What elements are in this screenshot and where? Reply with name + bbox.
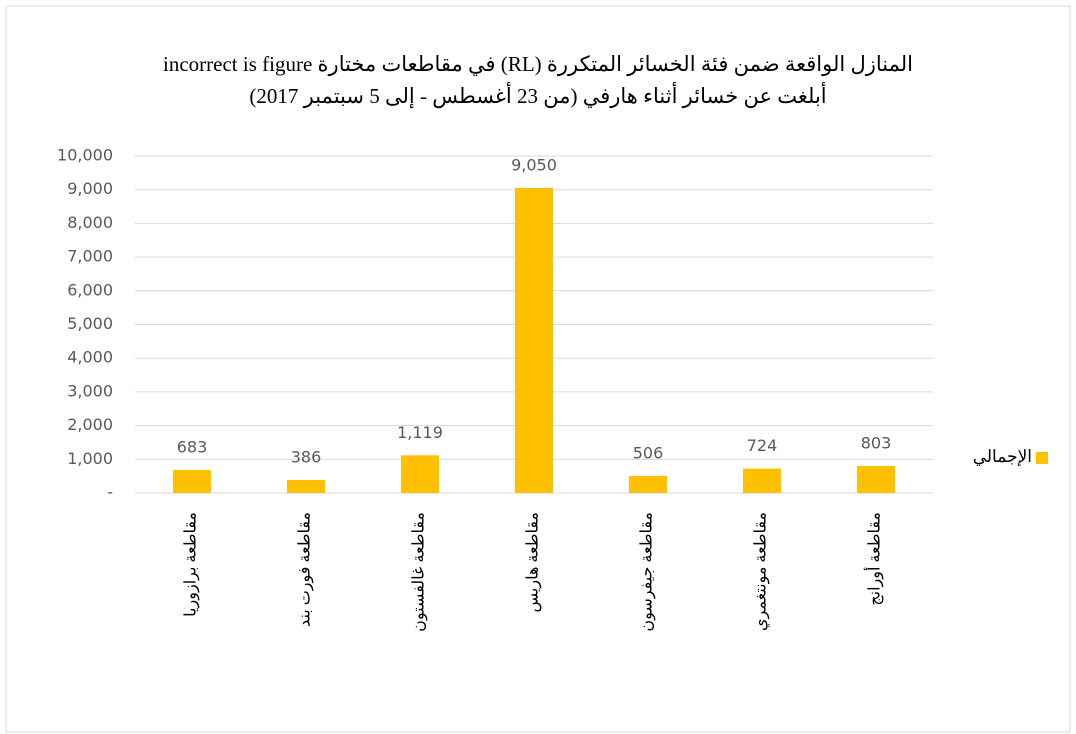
bar xyxy=(743,468,781,493)
chart-title: المنازل الواقعة ضمن فئة الخسائر المتكررة… xyxy=(163,52,913,77)
y-tick-label: 6,000 xyxy=(67,280,113,299)
x-tick-label: مقاطعة فورت بند xyxy=(297,512,314,627)
bar xyxy=(629,475,667,493)
data-label: 683 xyxy=(177,437,208,456)
x-tick-label: مقاطعة مونتغمري xyxy=(753,512,770,631)
legend-swatch xyxy=(1036,452,1048,464)
x-tick-label: مقاطعة هاريس xyxy=(525,512,542,612)
y-tick-label: 2,000 xyxy=(67,415,113,434)
y-tick-label: 8,000 xyxy=(67,213,113,232)
chart-subtitle: أبلغت عن خسائر أثناء هارفي (من 23 أغسطس … xyxy=(249,81,826,109)
data-label: 386 xyxy=(291,447,322,466)
chart-frame xyxy=(5,5,1071,733)
bar xyxy=(287,479,325,493)
x-tick-label: مقاطعة غالفستون xyxy=(411,512,428,632)
y-tick-label: 9,000 xyxy=(67,179,113,198)
data-label: 506 xyxy=(633,443,664,462)
bar xyxy=(173,469,211,493)
y-tick-label: 4,000 xyxy=(67,348,113,367)
bar xyxy=(515,188,553,493)
y-tick-label: 7,000 xyxy=(67,247,113,266)
data-label: 9,050 xyxy=(511,156,557,175)
y-tick-label: 1,000 xyxy=(67,449,113,468)
bar xyxy=(857,465,895,493)
x-tick-label: مقاطعة جيفرسون xyxy=(639,512,656,632)
x-tick-label: مقاطعة برازوريا xyxy=(183,512,200,617)
data-label: 724 xyxy=(747,436,778,455)
data-label: 803 xyxy=(861,433,892,452)
y-tick-label: 3,000 xyxy=(67,381,113,400)
y-tick-label: 10,000 xyxy=(57,146,113,165)
y-tick-label: 5,000 xyxy=(67,314,113,333)
x-tick-label: مقاطعة أورانج xyxy=(864,512,884,606)
legend-label: الإجمالي xyxy=(973,447,1032,466)
bar xyxy=(401,455,439,493)
data-label: 1,119 xyxy=(397,423,443,442)
y-tick-label: - xyxy=(107,483,113,502)
